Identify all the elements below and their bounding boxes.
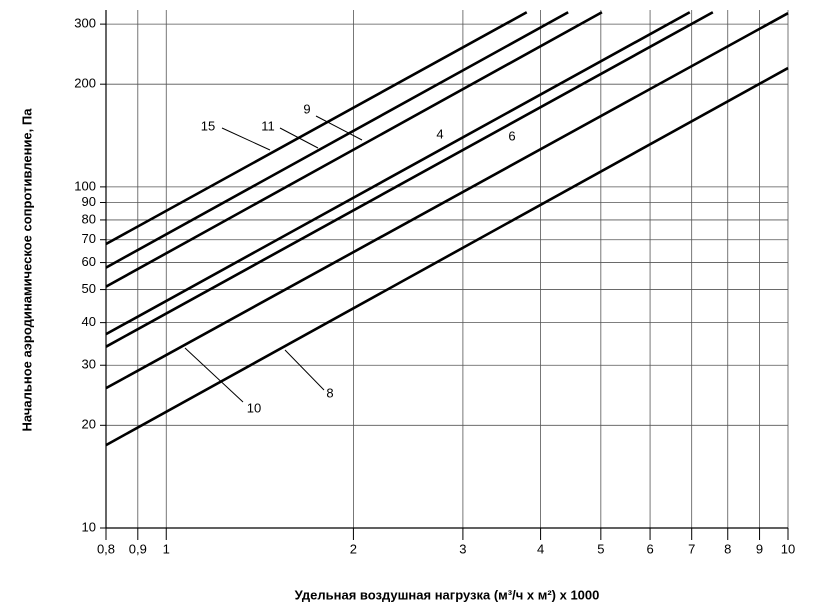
x-tick-label: 8 [724, 541, 731, 556]
x-tick-label: 5 [597, 541, 604, 556]
x-tick-label: 7 [688, 541, 695, 556]
series-line [105, 11, 569, 269]
x-tick-label: 3 [459, 541, 466, 556]
x-tick-label: 4 [537, 541, 544, 556]
series-line [105, 12, 789, 390]
leader-line [284, 349, 325, 391]
x-tick-label: 0,8 [97, 541, 115, 556]
series-line [105, 11, 603, 288]
leader-line [315, 115, 363, 141]
y-axis-label: Начальное аэродинамическое сопротивление… [19, 108, 34, 432]
series-label: 8 [326, 385, 333, 400]
series-label: 10 [247, 400, 261, 415]
y-tick-label: 300 [74, 16, 96, 31]
series-line [105, 11, 691, 336]
series-label: 15 [201, 118, 215, 133]
x-tick-label: 9 [756, 541, 763, 556]
y-tick-label: 80 [82, 211, 96, 226]
x-tick-label: 1 [163, 541, 170, 556]
series-label: 11 [261, 118, 275, 133]
leader-line [184, 347, 244, 403]
series-line [105, 11, 528, 246]
x-axis-label: Удельная воздушная нагрузка (м³/ч х м²) … [295, 587, 600, 602]
series-line [105, 66, 789, 447]
series-line [105, 11, 714, 348]
y-tick-label: 30 [82, 357, 96, 372]
series-label: 9 [303, 101, 310, 116]
y-tick-label: 100 [74, 178, 96, 193]
y-tick-label: 90 [82, 194, 96, 209]
leader-line [221, 127, 271, 151]
y-tick-label: 200 [74, 76, 96, 91]
x-tick-label: 6 [646, 541, 653, 556]
y-tick-label: 60 [82, 254, 96, 269]
y-tick-label: 70 [82, 231, 96, 246]
leader-line [279, 127, 319, 149]
x-tick-label: 10 [781, 541, 795, 556]
x-tick-label: 2 [350, 541, 357, 556]
y-tick-label: 10 [82, 519, 96, 534]
y-tick-label: 20 [82, 417, 96, 432]
x-tick-label: 0,9 [129, 541, 147, 556]
series-label: 6 [508, 128, 515, 143]
y-tick-label: 40 [82, 314, 96, 329]
y-tick-label: 50 [82, 281, 96, 296]
series-label: 4 [436, 126, 443, 141]
